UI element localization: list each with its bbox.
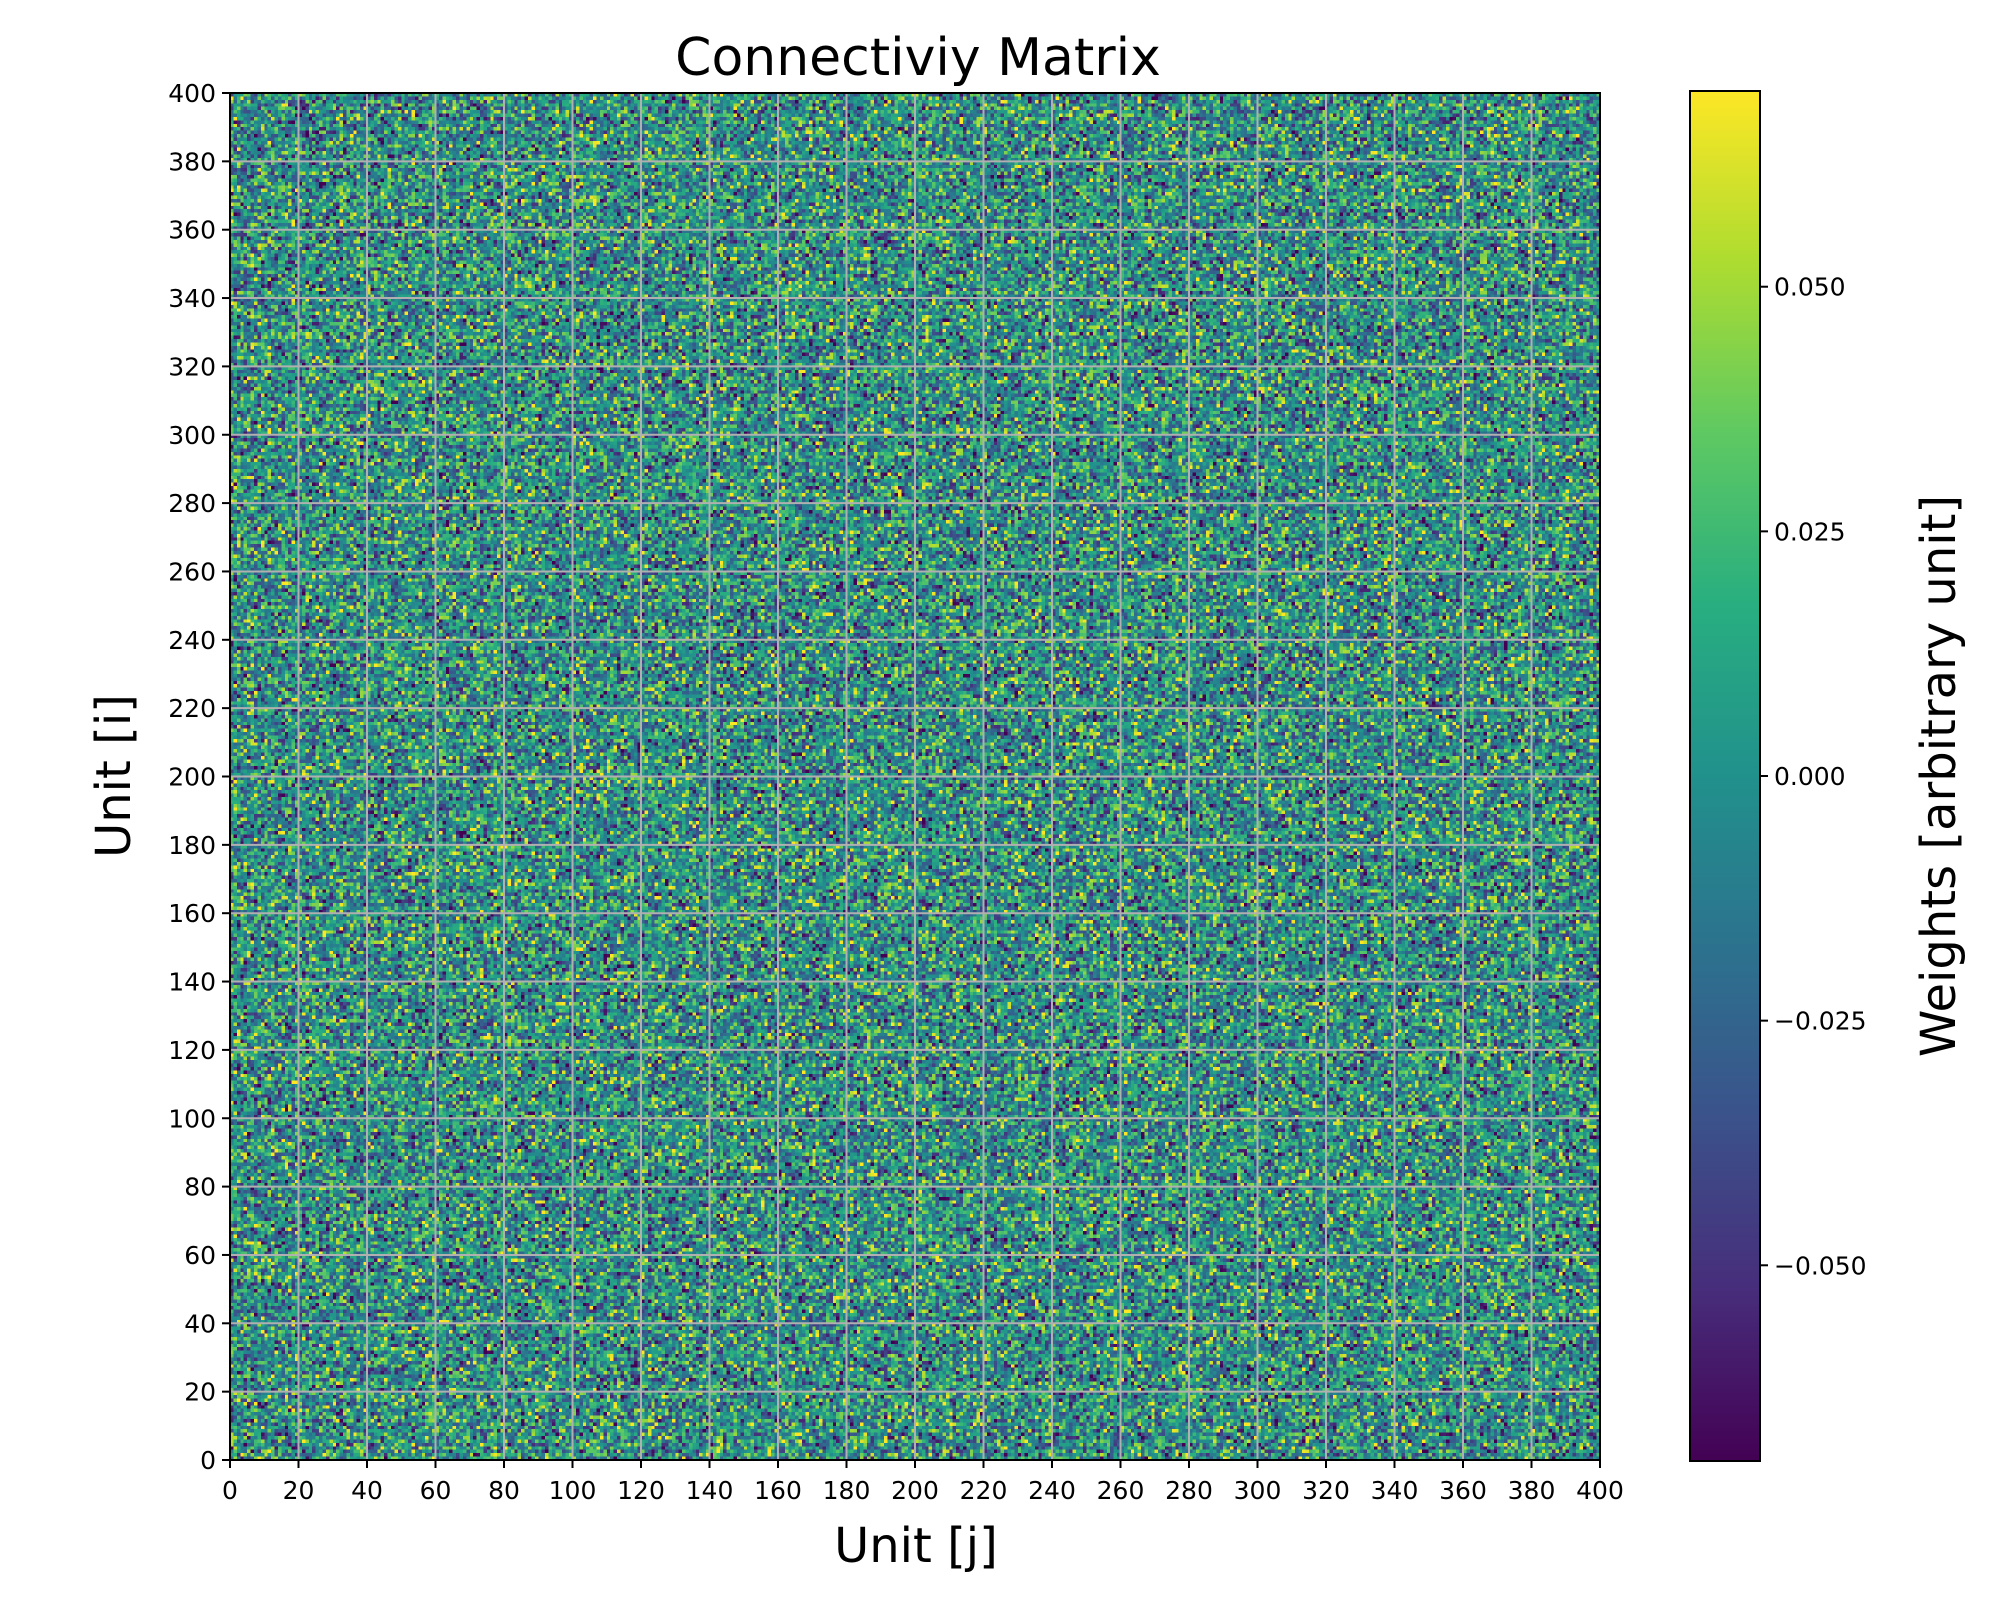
y-tick-label: 340 — [168, 284, 216, 313]
colorbar-tick-label: −0.025 — [1774, 1007, 1867, 1036]
colorbar-gradient — [1689, 90, 1761, 1462]
y-tick-label: 40 — [184, 1309, 216, 1338]
x-tick-label: 160 — [754, 1476, 802, 1505]
y-tick-label: 280 — [168, 489, 216, 518]
colorbar-tick-label: 0.000 — [1774, 762, 1846, 791]
x-tick-label: 60 — [420, 1476, 452, 1505]
x-tick-label: 180 — [823, 1476, 871, 1505]
grid-lines — [229, 92, 1601, 1461]
y-tick-label: 140 — [168, 968, 216, 997]
y-tick-label: 380 — [168, 147, 216, 176]
x-tick-label: 220 — [960, 1476, 1008, 1505]
y-tick-label: 200 — [168, 763, 216, 792]
x-tick-label: 260 — [1097, 1476, 1145, 1505]
y-tick-label: 300 — [168, 421, 216, 450]
x-axis-ticks: 0 20 40 60 80 100 120 140 160 180 200 220 240 260 280 3… — [222, 1460, 1624, 1505]
x-tick-label: 200 — [891, 1476, 939, 1505]
y-tick-label: 160 — [168, 899, 216, 928]
colorbar-tick-label: −0.050 — [1774, 1251, 1867, 1280]
y-tick-label: 320 — [168, 352, 216, 381]
y-axis-label: Unit [i] — [86, 694, 142, 858]
colorbar: −0.050 −0.025 0.000 0.025 0.050 Weights [arb… — [1689, 90, 1967, 1462]
y-tick-label: 220 — [168, 694, 216, 723]
x-tick-label: 0 — [222, 1476, 238, 1505]
x-tick-label: 360 — [1439, 1476, 1487, 1505]
x-tick-label: 400 — [1576, 1476, 1624, 1505]
x-tick-label: 300 — [1234, 1476, 1282, 1505]
x-tick-label: 380 — [1508, 1476, 1556, 1505]
colorbar-tick-label: 0.025 — [1774, 517, 1846, 546]
x-tick-label: 80 — [488, 1476, 520, 1505]
x-tick-label: 40 — [351, 1476, 383, 1505]
x-tick-label: 120 — [617, 1476, 665, 1505]
y-tick-label: 120 — [168, 1036, 216, 1065]
x-tick-label: 340 — [1371, 1476, 1419, 1505]
y-tick-label: 360 — [168, 216, 216, 245]
y-tick-label: 180 — [168, 831, 216, 860]
colorbar-tick-label: 0.050 — [1774, 273, 1846, 302]
y-tick-label: 0 — [200, 1446, 216, 1475]
x-tick-label: 140 — [686, 1476, 734, 1505]
x-axis-label: Unit [j] — [834, 1518, 998, 1574]
x-tick-label: 280 — [1165, 1476, 1213, 1505]
colorbar-label: Weights [arbitrary unit] — [1911, 495, 1967, 1057]
y-tick-label: 400 — [168, 79, 216, 108]
y-tick-label: 80 — [184, 1173, 216, 1202]
x-tick-label: 100 — [549, 1476, 597, 1505]
chart-title: Connectiviy Matrix — [675, 28, 1161, 88]
x-tick-label: 240 — [1028, 1476, 1076, 1505]
y-tick-label: 100 — [168, 1104, 216, 1133]
y-tick-label: 20 — [184, 1378, 216, 1407]
x-tick-label: 20 — [283, 1476, 315, 1505]
x-tick-label: 320 — [1302, 1476, 1350, 1505]
y-tick-label: 240 — [168, 626, 216, 655]
colorbar-ticks: −0.050 −0.025 0.000 0.025 0.050 — [1760, 273, 1867, 1280]
y-tick-label: 260 — [168, 557, 216, 586]
heatmap-area — [229, 92, 1601, 1461]
y-tick-label: 60 — [184, 1241, 216, 1270]
y-axis-ticks: 0 20 40 60 80 100 120 140 160 180 200 220 240 260 280 3… — [168, 79, 230, 1475]
